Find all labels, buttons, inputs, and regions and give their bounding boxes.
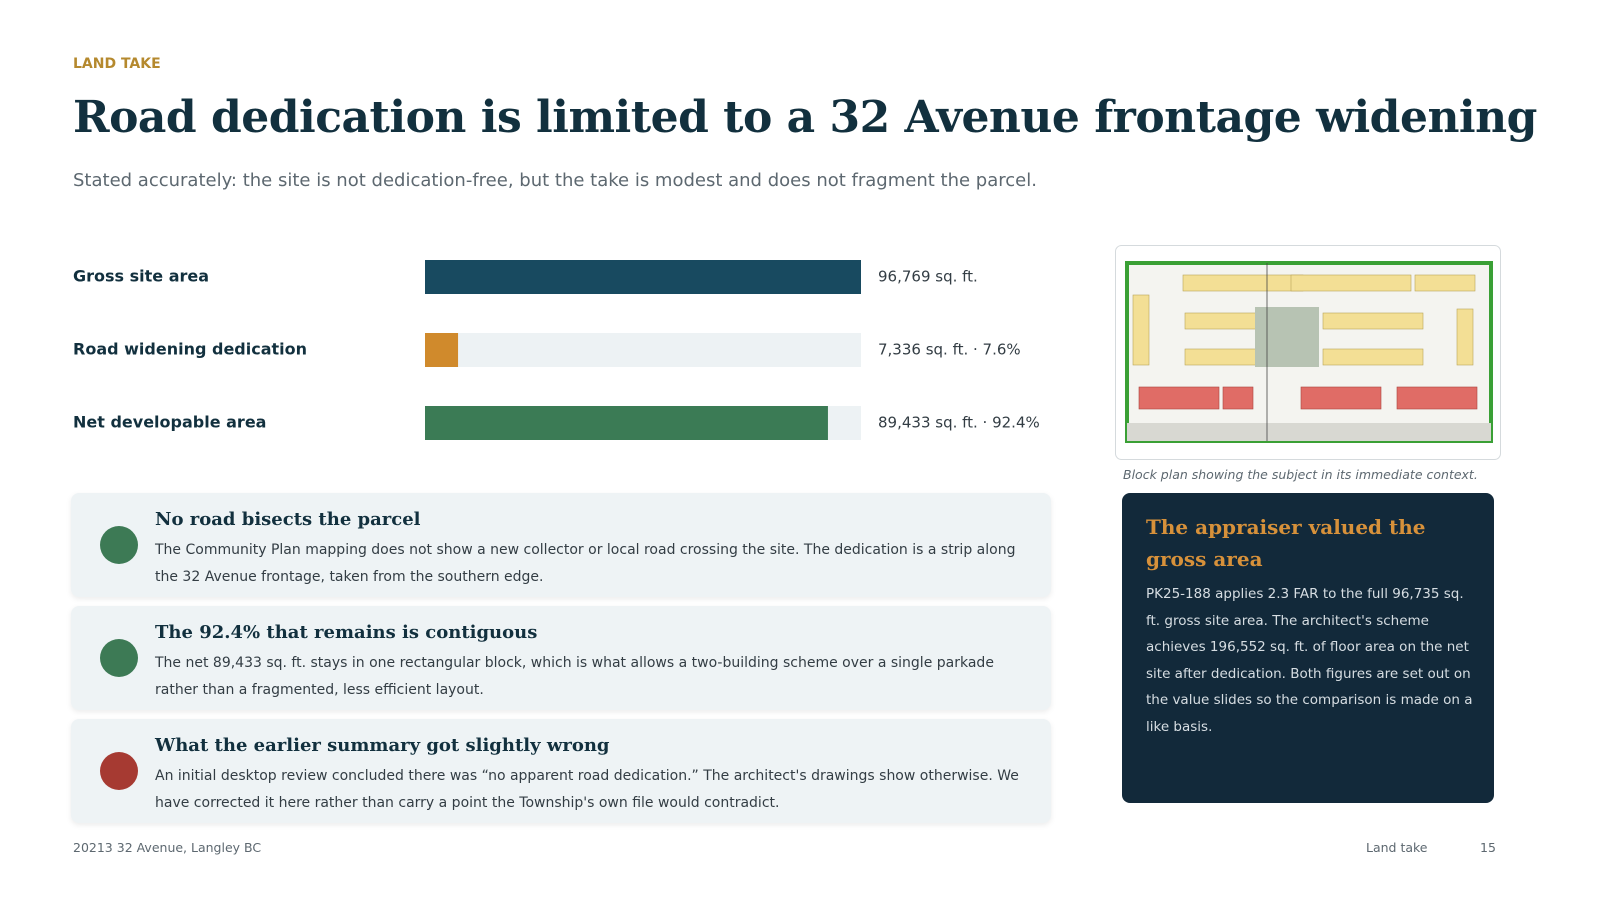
bar (425, 260, 861, 294)
category-label: Gross site area (73, 267, 209, 286)
card: The 92.4% that remains is contiguous The … (71, 606, 1051, 710)
status-dot (100, 526, 138, 564)
footer-address: 20213 32 Avenue, Langley BC (73, 840, 262, 855)
subtitle: Stated accurately: the site is not dedic… (73, 170, 1037, 191)
bar-track (425, 333, 861, 367)
plan-park (1255, 307, 1319, 367)
category-label: Road widening dedication (73, 340, 307, 359)
category-label: Net developable area (73, 413, 266, 432)
value-label: 89,433 sq. ft. · 92.4% (878, 414, 1040, 432)
card-text: The Community Plan mapping does not show… (155, 542, 1016, 585)
card-title: The 92.4% that remains is contiguous (155, 622, 538, 643)
eyebrow: LAND TAKE (73, 56, 161, 72)
page-number: 15 (1480, 840, 1496, 855)
card-text: An initial desktop review concluded ther… (155, 768, 1019, 811)
status-dot (100, 639, 138, 677)
card-title: No road bisects the parcel (155, 509, 421, 530)
status-dot (100, 752, 138, 790)
plan-road (1127, 423, 1491, 441)
callout: The appraiser valued the gross area PK25… (1122, 493, 1494, 803)
plan-townhouses (1138, 386, 1478, 410)
figure-caption: Block plan showing the subject in its im… (1123, 467, 1478, 482)
callout-title: The appraiser valued the gross area (1146, 515, 1426, 571)
card-text: The net 89,433 sq. ft. stays in one rect… (155, 655, 994, 698)
bar (425, 333, 459, 367)
bar (425, 406, 828, 440)
card-title: What the earlier summary got slightly wr… (155, 735, 610, 756)
value-label: 7,336 sq. ft. · 7.6% (878, 341, 1021, 359)
callout-text: PK25-188 applies 2.3 FAR to the full 96,… (1146, 586, 1473, 735)
card: No road bisects the parcel The Community … (71, 493, 1051, 597)
block-plan (1115, 245, 1501, 460)
value-label: 96,769 sq. ft. (878, 268, 978, 286)
title: Road dedication is limited to a 32 Avenu… (73, 92, 1537, 143)
card: What the earlier summary got slightly wr… (71, 719, 1051, 823)
footer-section: Land take (1366, 840, 1428, 855)
bar-chart: Gross site area 96,769 sq. ft. Road wideni… (73, 260, 1040, 440)
